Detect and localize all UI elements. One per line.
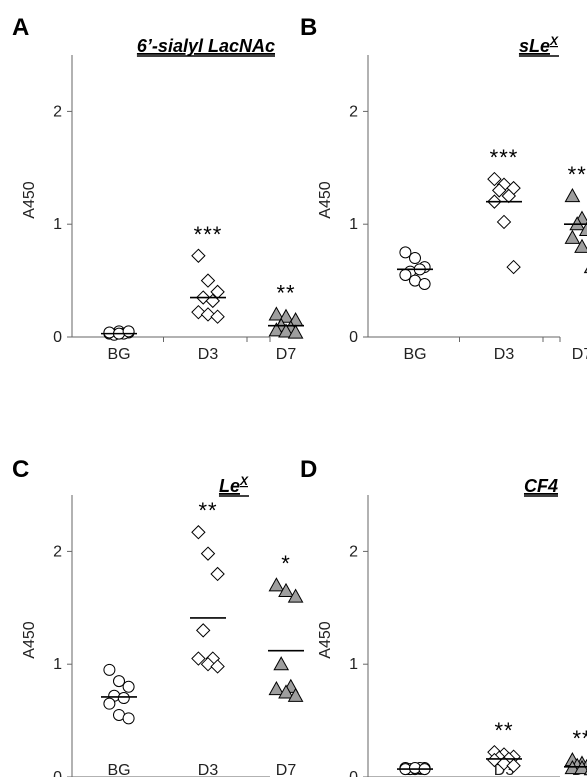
panel-title: 6’-sialyl LacNAc	[137, 36, 275, 56]
data-point-diamond	[195, 623, 211, 638]
data-point-diamond	[210, 566, 225, 582]
data-point-circle	[399, 246, 412, 259]
data-point-circle	[103, 663, 116, 676]
significance-stars: **	[198, 498, 217, 523]
y-tick-label: 2	[349, 543, 358, 560]
data-point-diamond	[487, 171, 502, 187]
data-point-circle	[122, 712, 135, 725]
data-point-diamond	[491, 183, 507, 198]
data-point-triangle	[268, 680, 285, 696]
significance-stars: **	[572, 726, 587, 751]
x-tick-label: BG	[403, 346, 426, 363]
data-point-triangle	[268, 322, 285, 337]
y-axis-label: A450	[317, 621, 334, 658]
y-tick-label: 0	[53, 769, 62, 777]
panel-letter: B	[300, 14, 317, 41]
y-tick-label: 2	[53, 103, 62, 120]
x-tick-label: D7	[276, 762, 297, 777]
data-point-triangle	[564, 187, 581, 203]
data-point-triangle	[278, 323, 294, 338]
data-point-diamond	[501, 188, 517, 204]
x-tick-label: D3	[494, 346, 515, 363]
x-tick-label: D3	[198, 346, 219, 363]
data-point-circle	[418, 277, 431, 290]
data-point-circle	[122, 325, 135, 338]
y-axis-label: A450	[21, 621, 38, 658]
data-point-triangle	[574, 238, 587, 253]
data-point-diamond	[191, 304, 206, 320]
data-point-diamond	[496, 756, 512, 771]
data-point-circle	[409, 252, 421, 265]
y-tick-label: 1	[349, 656, 358, 673]
panel-d: DCF4012A450BGD3**D7**	[300, 456, 587, 777]
data-point-diamond	[210, 309, 225, 324]
data-point-circle	[122, 680, 135, 693]
data-point-triangle	[583, 267, 587, 274]
data-point-circle	[117, 692, 130, 705]
significance-stars: *	[281, 551, 291, 576]
panel-title: LeX	[219, 474, 249, 496]
y-tick-label: 1	[53, 216, 62, 233]
data-point-triangle	[268, 577, 285, 592]
y-axis-label: A450	[21, 181, 38, 218]
x-tick-label: BG	[107, 346, 130, 363]
data-point-triangle	[273, 656, 290, 671]
data-point-triangle	[564, 229, 581, 244]
data-point-triangle	[278, 308, 294, 323]
significance-stars: **	[276, 280, 295, 305]
x-tick-label: D7	[276, 346, 297, 363]
x-tick-label: D7	[572, 346, 587, 363]
data-point-diamond	[200, 307, 216, 322]
y-tick-label: 0	[53, 329, 62, 346]
data-point-triangle	[278, 582, 294, 597]
data-point-diamond	[496, 214, 512, 230]
y-tick-label: 0	[349, 769, 358, 777]
panel-a: A 6’-sialyl LacNAc 0 1 2 A450 BG D3 *** D7 **	[12, 14, 304, 363]
data-point-diamond	[506, 259, 521, 275]
data-point-diamond	[191, 248, 206, 263]
data-point-triangle	[287, 588, 304, 603]
data-point-diamond	[200, 546, 216, 561]
significance-stars: **	[494, 718, 513, 743]
data-point-triangle	[278, 684, 294, 699]
y-tick-label: 1	[349, 216, 358, 233]
y-axis-label: A450	[317, 181, 334, 218]
data-point-diamond	[210, 659, 225, 674]
data-point-circle	[103, 697, 116, 710]
data-point-diamond	[200, 273, 216, 288]
data-point-circle	[113, 675, 125, 688]
data-point-diamond	[191, 651, 206, 666]
panel-title: CF4	[524, 476, 558, 496]
panel-title: sLeX	[519, 34, 559, 56]
y-tick-label: 0	[349, 329, 358, 346]
data-point-triangle	[287, 324, 304, 339]
data-point-diamond	[191, 525, 206, 540]
significance-stars: ***	[490, 145, 519, 170]
panel-letter: C	[12, 456, 29, 483]
y-tick-label: 1	[53, 656, 62, 673]
significance-stars: ***	[194, 222, 223, 247]
y-tick-label: 2	[349, 103, 358, 120]
data-point-diamond	[506, 758, 521, 773]
data-point-circle	[399, 268, 412, 281]
panel-letter: A	[12, 14, 29, 41]
data-point-triangle	[583, 769, 587, 776]
panel-c: C LeX 0 1 2 A450 BG D3 ** D7 *	[12, 456, 304, 777]
significance-stars: ***	[568, 162, 587, 187]
panel-letter: D	[300, 456, 317, 483]
data-point-triangle	[268, 306, 285, 321]
data-point-diamond	[200, 656, 216, 672]
data-point-triangle	[287, 687, 304, 702]
x-tick-label: BG	[107, 762, 130, 777]
y-tick-label: 2	[53, 543, 62, 560]
x-tick-label: D3	[198, 762, 219, 777]
data-point-diamond	[210, 284, 225, 300]
